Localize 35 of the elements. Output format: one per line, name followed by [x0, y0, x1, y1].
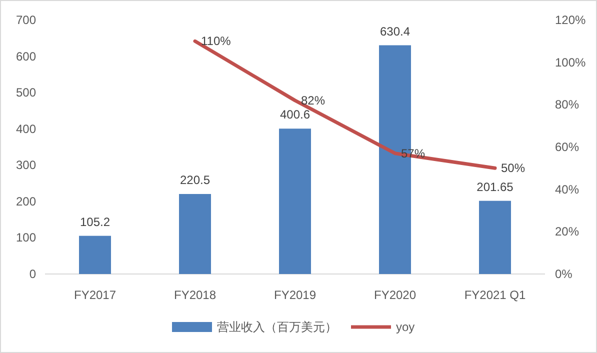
bar [179, 194, 211, 274]
y-tick-label: 500 [16, 86, 36, 100]
y2-tick-label: 20% [555, 224, 580, 239]
bar [479, 200, 511, 274]
data-label: 400.6 [280, 108, 310, 122]
y2-tick-label: 40% [555, 182, 580, 196]
data-label: 82% [301, 93, 326, 108]
x-tick-label: FY2019 [274, 288, 316, 302]
data-label: 630.4 [380, 24, 410, 38]
y-tick-label: 400 [16, 122, 36, 136]
legend-label: yoy [396, 320, 415, 334]
data-label: 57% [401, 146, 426, 160]
y2-tick-label: 0% [555, 267, 573, 281]
data-label: 105.2 [80, 214, 110, 229]
x-tick-label: FY2021 Q1 [464, 288, 526, 302]
data-label: 201.65 [476, 180, 514, 194]
legend-label: 营业收入（百万美元） [217, 320, 337, 334]
y-tick-label: 0 [29, 267, 36, 281]
bar [79, 236, 111, 274]
data-label: 110% [201, 34, 232, 48]
y-tick-label: 300 [16, 158, 36, 172]
y2-tick-label: 60% [555, 140, 580, 154]
y-tick-label: 700 [16, 13, 36, 27]
y-tick-label: 200 [16, 194, 36, 208]
y-tick-label: 600 [16, 49, 36, 64]
data-label: 220.5 [180, 172, 210, 187]
data-label: 50% [501, 161, 526, 176]
y-tick-label: 100 [16, 230, 36, 245]
x-tick-label: FY2018 [174, 288, 216, 302]
y2-tick-label: 100% [555, 55, 586, 70]
bar [279, 128, 311, 274]
x-tick-label: FY2017 [74, 288, 116, 302]
y2-tick-label: 120% [555, 13, 586, 27]
y2-tick-label: 80% [555, 98, 580, 112]
x-tick-label: FY2020 [374, 288, 416, 302]
